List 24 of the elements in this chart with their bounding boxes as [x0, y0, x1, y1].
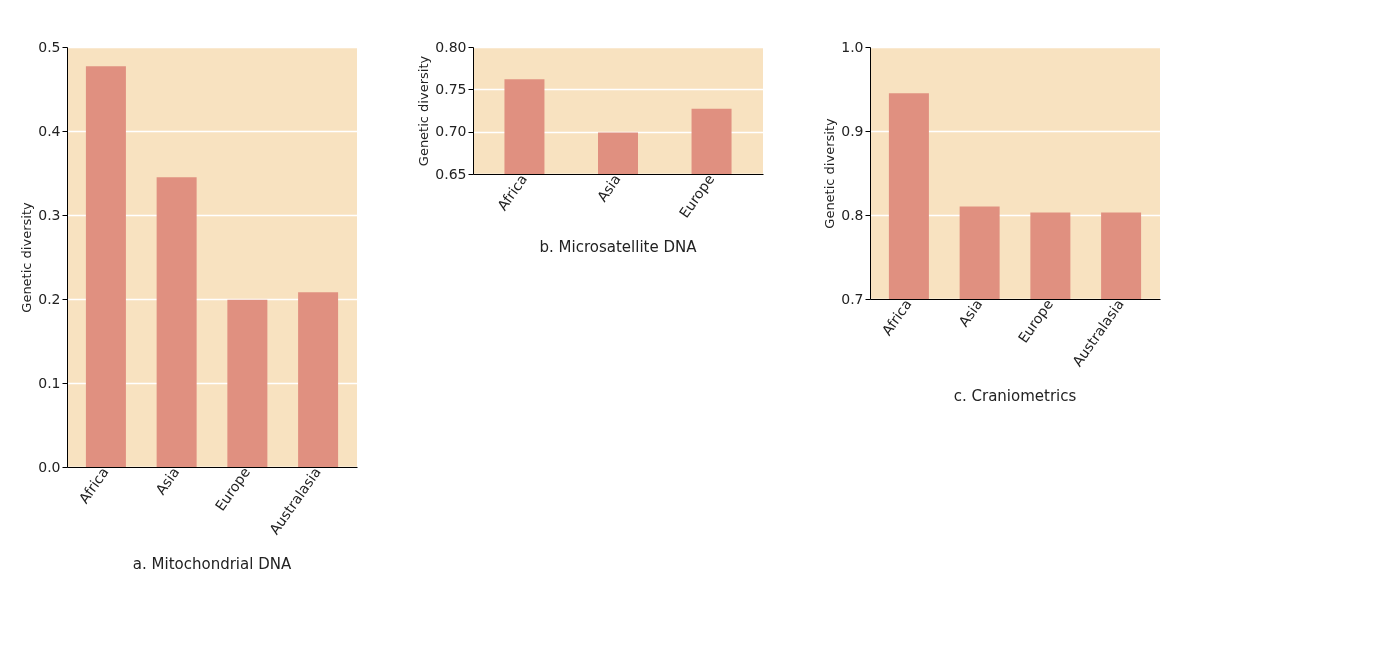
y-tick-label: 0.3	[38, 206, 61, 223]
y-axis-title: Genetic diversity	[19, 202, 35, 313]
y-tick-label: 0.75	[435, 80, 467, 97]
y-tick-label: 0.0	[38, 458, 61, 475]
text: c. Craniometrics	[953, 386, 1077, 405]
bar	[85, 66, 126, 467]
y-tick-label: 0.4	[38, 122, 61, 139]
y-tick-label: 0.8	[841, 206, 864, 223]
y-tick-label: 0.7	[841, 290, 864, 307]
y-tick-label: 0.2	[38, 290, 61, 307]
y-axis-title: Genetic diversity	[822, 118, 838, 229]
y-tick-label: 0.70	[435, 123, 467, 140]
y-tick-label: 0.5	[38, 38, 61, 55]
bar	[156, 177, 197, 467]
bar	[298, 292, 339, 467]
y-tick-label: 0.9	[841, 122, 864, 139]
y-tick-label: 0.1	[38, 374, 61, 391]
y-axis-title: Genetic diversity	[416, 55, 432, 167]
y-tick-label: 0.65	[435, 165, 467, 182]
y-tick-label: 1.0	[841, 38, 864, 55]
bar	[227, 299, 268, 467]
y-tick-label: 0.80	[435, 38, 467, 55]
text: b. Microsatellite DNA	[539, 238, 698, 257]
text: a. Mitochondrial DNA	[132, 554, 292, 573]
